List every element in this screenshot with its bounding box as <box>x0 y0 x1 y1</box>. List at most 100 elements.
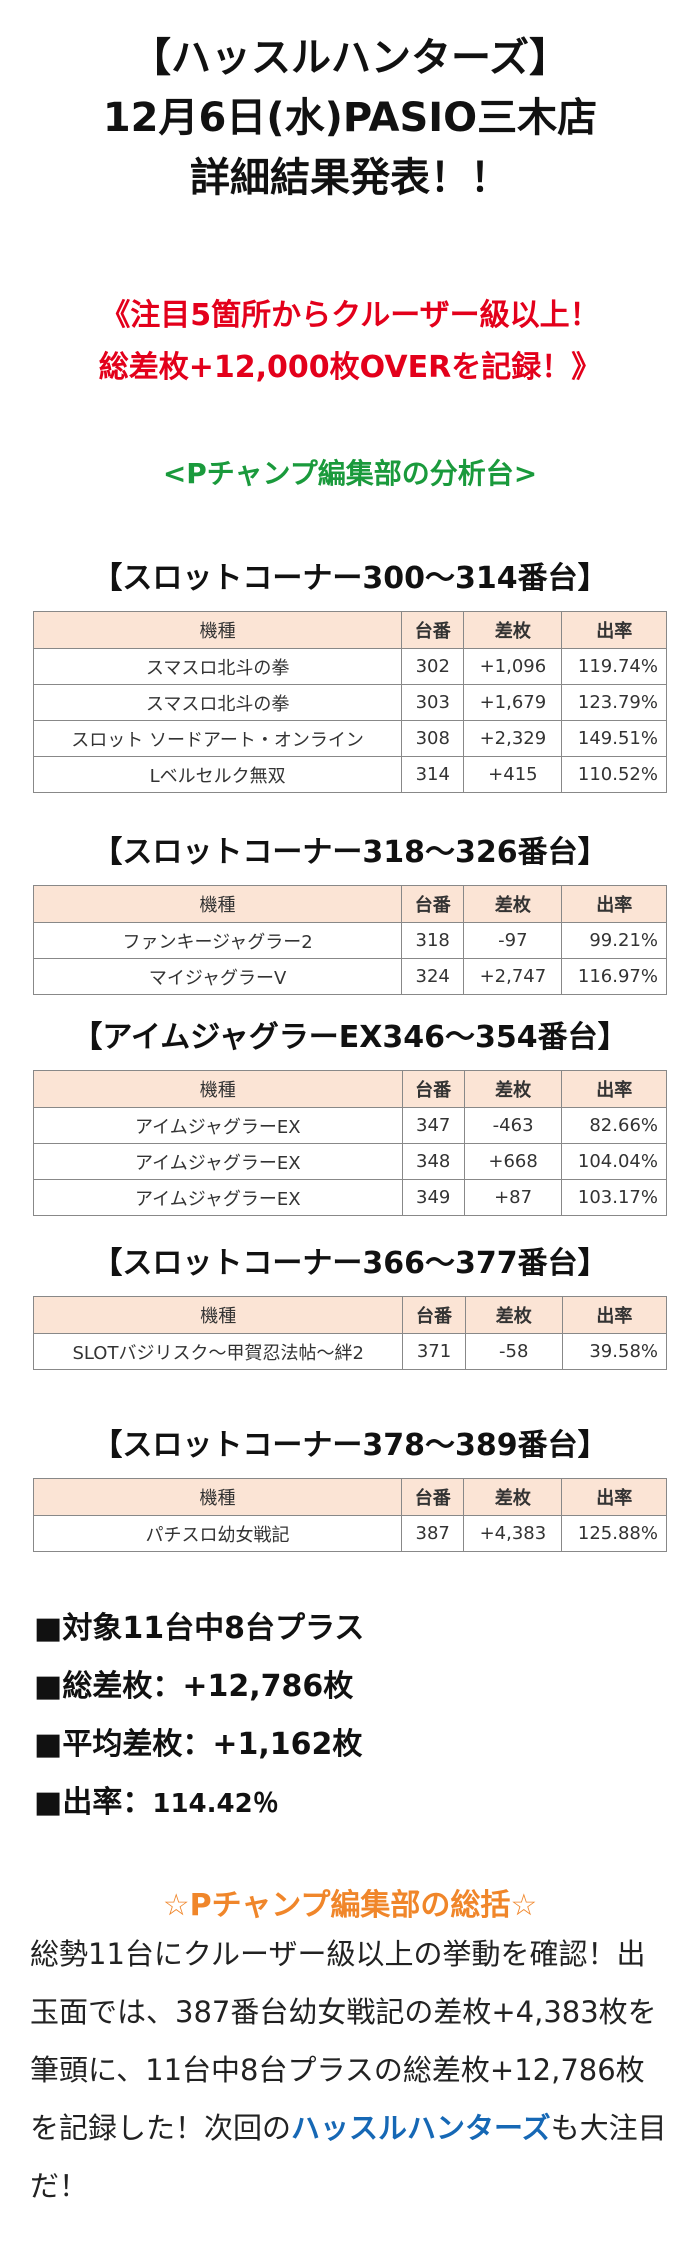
table-row: Lベルセルク無双 314 +415 110.52% <box>32 756 667 793</box>
section-3: 【アイムジャグラーEX346～354番台】 機種 台番 差枚 出率 アイムジャグ… <box>0 1012 700 1216</box>
cell-num: 314 <box>401 756 465 793</box>
table-row: アイムジャグラーEX 348 +668 104.04% <box>33 1143 667 1180</box>
cell-rate: 125.88% <box>561 1515 667 1552</box>
cell-model: SLOTバジリスク～甲賀忍法帖～絆2 <box>32 1333 404 1370</box>
header-rate: 出率 <box>561 611 667 649</box>
conclusion-title: ☆Pチャンプ編集部の総括☆ <box>162 1888 538 1923</box>
header-rate: 出率 <box>561 885 667 923</box>
header-diff: 差枚 <box>463 885 563 923</box>
section-title: 【スロットコーナー378～389番台】 <box>92 1428 608 1463</box>
cell-model: アイムジャグラーEX <box>33 1107 403 1144</box>
header-num: 台番 <box>402 1296 466 1334</box>
cell-diff: +2,329 <box>463 720 563 757</box>
header-num: 台番 <box>401 1478 465 1516</box>
conclusion-text: 総勢11台にクルーザー級以上の挙動を確認！出玉面では、387番台幼女戦記の差枚+… <box>0 1925 700 2215</box>
cell-rate: 39.58% <box>561 1333 668 1370</box>
results-table: 機種 台番 差枚 出率 アイムジャグラーEX 347 -463 82.66% ア… <box>33 1070 667 1216</box>
section-title: 【スロットコーナー318～326番台】 <box>92 835 608 870</box>
table-row: マイジャグラーV 324 +2,747 116.97% <box>32 958 667 995</box>
cell-num: 318 <box>401 922 465 959</box>
payout-rate-label: ■出率： <box>34 1785 153 1820</box>
table-row: アイムジャグラーEX 349 +87 103.17% <box>33 1179 667 1216</box>
header-model: 機種 <box>32 885 403 923</box>
section-1: 【スロットコーナー300～314番台】 機種 台番 差枚 出率 スマスロ北斗の拳… <box>0 553 700 793</box>
highlight-line-1: 《注目5箇所からクルーザー級以上！ <box>100 298 600 333</box>
cell-diff: +668 <box>463 1143 563 1180</box>
event-date-store: 12月6日(水)PASIO三木店 <box>102 95 598 141</box>
section-title: 【アイムジャグラーEX346～354番台】 <box>72 1020 628 1055</box>
cell-diff: +1,679 <box>463 684 563 721</box>
cell-model: マイジャグラーV <box>32 958 403 995</box>
cell-diff: +1,096 <box>463 648 563 685</box>
header-num: 台番 <box>401 885 465 923</box>
table-header-row: 機種 台番 差枚 出率 <box>32 1296 668 1334</box>
cell-num: 349 <box>401 1179 465 1216</box>
header-model: 機種 <box>32 611 403 649</box>
header-rate: 出率 <box>561 1296 668 1334</box>
cell-diff: -97 <box>463 922 563 959</box>
header-diff: 差枚 <box>463 1070 563 1108</box>
cell-rate: 116.97% <box>561 958 667 995</box>
cell-num: 371 <box>402 1333 466 1370</box>
table-row: パチスロ幼女戦記 387 +4,383 125.88% <box>32 1515 667 1552</box>
summary-average-diff: ■平均差枚：+1,162枚 <box>34 1727 363 1762</box>
cell-model: アイムジャグラーEX <box>33 1143 403 1180</box>
cell-model: アイムジャグラーEX <box>33 1179 403 1216</box>
summary-total-diff: ■総差枚：+12,786枚 <box>34 1669 354 1704</box>
cell-rate: 110.52% <box>561 756 667 793</box>
table-header-row: 機種 台番 差枚 出率 <box>32 611 667 649</box>
results-table: 機種 台番 差枚 出率 SLOTバジリスク～甲賀忍法帖～絆2 371 -58 3… <box>32 1296 668 1370</box>
header-model: 機種 <box>32 1296 404 1334</box>
summary-payout-rate: ■出率：114.42％ <box>0 1774 700 1833</box>
cell-model: Lベルセルク無双 <box>32 756 403 793</box>
results-table: 機種 台番 差枚 出率 ファンキージャグラー2 318 -97 99.21% マ… <box>32 885 667 995</box>
section-5: 【スロットコーナー378～389番台】 機種 台番 差枚 出率 パチスロ幼女戦記… <box>0 1420 700 1552</box>
cell-rate: 99.21% <box>561 922 667 959</box>
header-model: 機種 <box>33 1070 403 1108</box>
results-announcement: 詳細結果発表！！ <box>190 155 510 201</box>
section-4: 【スロットコーナー366～377番台】 機種 台番 差枚 出率 SLOTバジリス… <box>0 1238 700 1370</box>
cell-num: 303 <box>401 684 465 721</box>
header-num: 台番 <box>401 1070 465 1108</box>
cell-diff: +2,747 <box>463 958 563 995</box>
cell-model: スマスロ北斗の拳 <box>32 648 403 685</box>
table-row: スマスロ北斗の拳 303 +1,679 123.79% <box>32 684 667 721</box>
cell-rate: 123.79% <box>561 684 667 721</box>
cell-rate: 104.04% <box>561 1143 667 1180</box>
header-rate: 出率 <box>561 1070 667 1108</box>
summary-plus-count: ■対象11台中8台プラス <box>34 1611 365 1646</box>
table-header-row: 機種 台番 差枚 出率 <box>32 885 667 923</box>
cell-num: 324 <box>401 958 465 995</box>
cell-model: パチスロ幼女戦記 <box>32 1515 403 1552</box>
header-diff: 差枚 <box>463 1478 563 1516</box>
header-num: 台番 <box>401 611 465 649</box>
table-row: ファンキージャグラー2 318 -97 99.21% <box>32 922 667 959</box>
header-diff: 差枚 <box>464 1296 563 1334</box>
conclusion-text-part2: も大注目だ！ <box>30 2111 667 2203</box>
cell-rate: 82.66% <box>561 1107 667 1144</box>
cell-model: ファンキージャグラー2 <box>32 922 403 959</box>
cell-diff: +4,383 <box>463 1515 563 1552</box>
table-row: アイムジャグラーEX 347 -463 82.66% <box>33 1107 667 1144</box>
summary-block: ■対象11台中8台プラス ■総差枚：+12,786枚 ■平均差枚：+1,162枚… <box>0 1600 700 1833</box>
brand-name: ハッスルハンターズ <box>291 2111 551 2145</box>
cell-num: 308 <box>401 720 465 757</box>
highlight-block: 《注目5箇所からクルーザー級以上！ 総差枚+12,000枚OVERを記録！》 <box>0 290 700 394</box>
cell-diff: -58 <box>464 1333 563 1370</box>
cell-rate: 119.74% <box>561 648 667 685</box>
analysis-label: <Pチャンプ編集部の分析台> <box>162 457 538 490</box>
cell-num: 348 <box>401 1143 465 1180</box>
conclusion-text-part1: 総勢11台にクルーザー級以上の挙動を確認！出玉面では、387番台幼女戦記の差枚+… <box>30 1937 657 2145</box>
cell-rate: 149.51% <box>561 720 667 757</box>
results-table: 機種 台番 差枚 出率 パチスロ幼女戦記 387 +4,383 125.88% <box>32 1478 667 1552</box>
highlight-line-2: 総差枚+12,000枚OVERを記録！》 <box>98 350 602 385</box>
table-row: SLOTバジリスク～甲賀忍法帖～絆2 371 -58 39.58% <box>32 1333 668 1370</box>
cell-model: スマスロ北斗の拳 <box>32 684 403 721</box>
section-title: 【スロットコーナー300～314番台】 <box>92 561 608 596</box>
header-rate: 出率 <box>561 1478 667 1516</box>
payout-rate-value: 114.42％ <box>152 1789 279 1819</box>
header-model: 機種 <box>32 1478 403 1516</box>
cell-diff: +415 <box>463 756 563 793</box>
header-block: 【ハッスルハンターズ】 12月6日(水)PASIO三木店 詳細結果発表！！ <box>0 28 700 208</box>
cell-num: 347 <box>401 1107 465 1144</box>
